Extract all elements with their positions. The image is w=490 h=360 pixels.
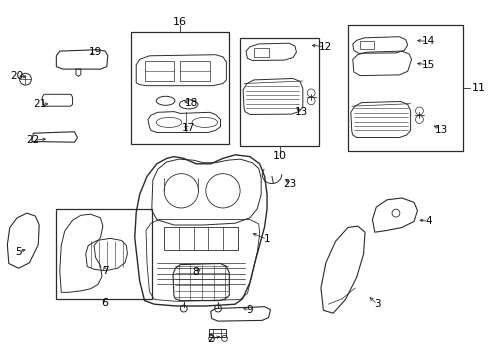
Text: 8: 8 — [193, 267, 199, 277]
Text: 18: 18 — [184, 98, 198, 108]
Text: 14: 14 — [422, 36, 436, 46]
Bar — [254, 48, 269, 57]
Bar — [56, 209, 152, 299]
Text: 7: 7 — [102, 266, 109, 276]
Text: 20: 20 — [11, 71, 24, 81]
Bar — [145, 61, 174, 81]
Text: 12: 12 — [319, 42, 333, 52]
Text: 9: 9 — [246, 305, 253, 315]
Text: 1: 1 — [264, 234, 270, 244]
Text: 10: 10 — [273, 150, 287, 161]
Bar — [209, 329, 226, 337]
Text: 4: 4 — [425, 216, 432, 226]
Text: 5: 5 — [15, 247, 22, 257]
Text: 13: 13 — [294, 107, 308, 117]
Text: 16: 16 — [173, 17, 187, 27]
Text: 21: 21 — [33, 99, 47, 109]
Text: 13: 13 — [434, 125, 448, 135]
Bar — [164, 227, 238, 250]
Text: 6: 6 — [101, 298, 108, 308]
Text: 17: 17 — [182, 123, 196, 133]
Bar — [180, 61, 210, 81]
Text: 2: 2 — [207, 334, 214, 344]
Text: 15: 15 — [422, 60, 436, 70]
Text: 22: 22 — [26, 135, 40, 145]
Text: 23: 23 — [283, 179, 297, 189]
Bar — [131, 32, 229, 144]
Bar — [360, 41, 374, 49]
Bar — [348, 25, 463, 151]
Text: 19: 19 — [89, 47, 102, 57]
Text: 3: 3 — [374, 299, 381, 309]
Bar — [240, 38, 318, 146]
Text: 11: 11 — [472, 83, 486, 93]
